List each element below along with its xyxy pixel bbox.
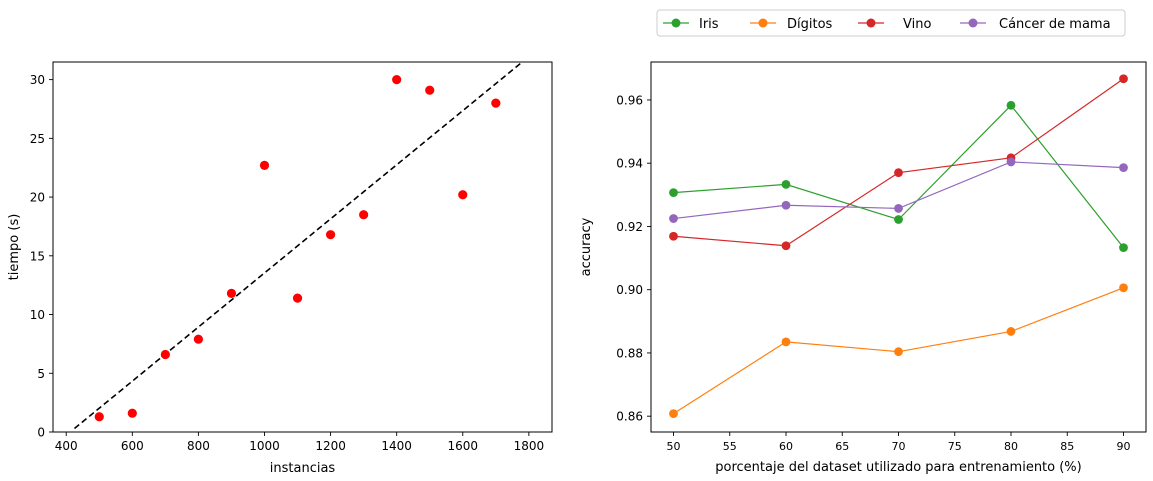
y-tick-label: 20 [30,191,45,205]
legend-swatch-marker [671,18,681,28]
scatter-point [425,85,435,95]
series-point [894,204,903,213]
legend-swatch-marker [758,18,768,28]
scatter-point [491,98,501,108]
line-plot-frame [650,61,1147,433]
x-tick-label: 70 [892,440,906,453]
y-tick-label: 0.96 [616,93,643,107]
y-tick-label: 15 [30,249,45,263]
x-tick-label: 60 [779,440,793,453]
x-tick-label: 1600 [448,439,479,453]
x-tick-label: 50 [667,440,681,453]
y-tick-label: 0.92 [616,220,643,234]
series-point [894,215,903,224]
x-tick-label: 55 [723,440,737,453]
line-y-axis-label: accuracy [579,217,594,276]
legend-entry: Dígitos [750,17,833,32]
y-tick-label: 0.86 [616,410,643,424]
scatter-y-axis-label: tiempo (s) [7,214,22,281]
scatter-point [226,288,237,298]
x-tick-label: 85 [1060,440,1074,453]
y-tick-label: 5 [37,367,45,381]
scatter-plot-frame [52,61,553,433]
series-point [781,200,791,210]
legend-entry: Cáncer de mama [960,17,1111,32]
x-tick-label: 1400 [381,439,412,453]
line-chart: 50 55 60 65 70 75 80 85 90 0.86 0.88 0.90 0.92 0.94 0.… [579,9,1147,475]
trend-line [73,62,523,430]
series-point [894,347,903,357]
legend: Iris Dígitos Vino Cáncer de mama [656,9,1126,37]
scatter-point [359,210,369,220]
series-point [894,168,903,178]
legend-label: Iris [699,17,719,32]
x-tick-label: 800 [187,439,210,453]
series-point [1006,327,1016,336]
y-tick-label: 30 [30,73,45,87]
x-tick-label: 80 [1004,440,1018,453]
series-point [669,231,678,241]
series-point [669,188,678,198]
series-point [1006,157,1016,167]
scatter-point [193,334,204,344]
series-point [669,409,678,419]
x-tick-label: 400 [55,439,78,453]
y-tick-label: 0.90 [616,283,643,297]
scatter-x-axis-label: instancias [270,461,336,476]
legend-swatch-marker [968,18,978,28]
scatter-point [160,349,170,360]
legend-swatch-marker [866,18,876,28]
line-ticks: 50 55 60 65 70 75 80 85 90 0.86 0.88 0.90 0.92 0.94 0.… [616,93,1130,453]
y-tick-label: 0.88 [616,346,643,360]
legend-label: Vino [903,17,931,32]
x-tick-label: 600 [121,439,144,453]
x-tick-label: 1800 [514,439,545,453]
y-tick-label: 0 [37,426,45,440]
series-point [781,179,791,189]
scatter-point [259,160,270,170]
legend-entry: Iris [663,17,719,32]
series-point [669,214,678,223]
series-point [1119,283,1128,293]
x-tick-label: 90 [1117,440,1131,453]
legend-label: Dígitos [787,17,833,32]
scatter-point [127,408,137,418]
x-tick-label: 65 [835,440,849,453]
series-point [1119,74,1128,84]
scatter-chart: 400 600 800 1000 1200 1400 1600 1800 0 5 10 15 20 25 3… [7,61,553,476]
scatter-point [94,412,104,422]
series-point [781,337,791,347]
line-x-axis-label: porcentaje del dataset utilizado para en… [715,460,1081,475]
y-tick-label: 0.94 [616,157,643,171]
x-tick-label: 75 [948,440,962,453]
legend-label: Cáncer de mama [999,17,1111,32]
scatter-marks [73,62,523,430]
series-point [781,241,791,251]
y-tick-label: 25 [30,132,45,146]
x-tick-label: 1200 [315,439,346,453]
y-tick-label: 10 [30,308,45,322]
scatter-point [392,75,402,85]
legend-frame [656,9,1126,37]
legend-entry: Vino [858,17,931,32]
series-point [1119,243,1128,253]
scatter-point [292,293,303,303]
series-point [1006,100,1016,110]
scatter-point [458,190,468,200]
scatter-ticks: 400 600 800 1000 1200 1400 1600 1800 0 5 10 15 20 25 3… [30,73,544,453]
series-point [1119,163,1128,173]
line-marks [669,74,1128,419]
x-tick-label: 1000 [249,439,280,453]
scatter-point [325,230,336,240]
